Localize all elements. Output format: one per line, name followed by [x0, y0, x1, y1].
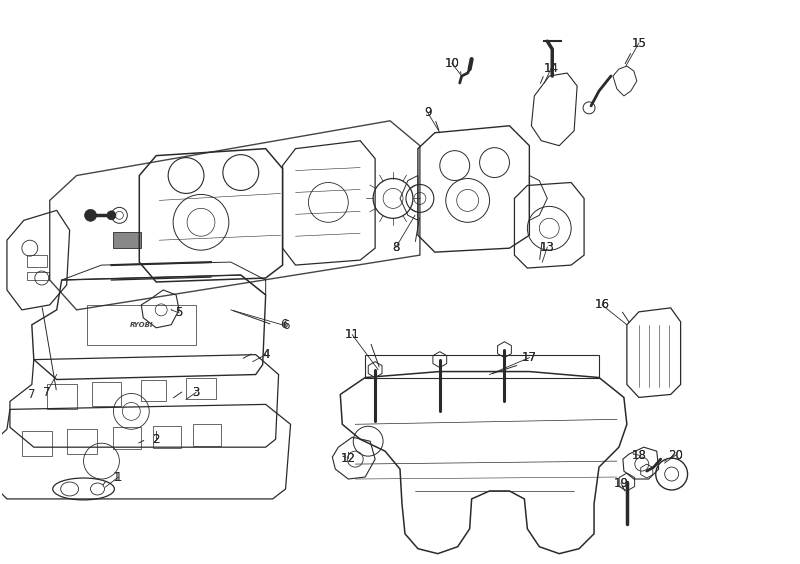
Text: 15: 15 [631, 37, 646, 50]
Bar [154, 426, 181, 448]
Text: 17: 17 [522, 351, 537, 364]
Text: 8: 8 [392, 241, 400, 254]
Text: 3: 3 [192, 386, 200, 399]
Text: 16: 16 [594, 298, 610, 311]
Bar [86, 305, 196, 345]
Text: 1: 1 [114, 470, 122, 483]
Circle shape [85, 209, 97, 221]
Text: 12: 12 [341, 452, 356, 465]
Bar [142, 380, 166, 402]
Text: 20: 20 [668, 448, 683, 462]
Text: 4: 4 [262, 348, 270, 361]
Text: RYOBI: RYOBI [130, 322, 153, 328]
Text: 9: 9 [424, 107, 432, 120]
Text: 13: 13 [540, 241, 554, 254]
Bar [186, 377, 216, 399]
Text: 19: 19 [614, 477, 629, 490]
Bar [27, 272, 49, 280]
Text: 14: 14 [544, 61, 558, 74]
Text: 7: 7 [28, 388, 35, 401]
Text: 14: 14 [544, 61, 558, 74]
Bar [46, 385, 77, 409]
Text: 5: 5 [175, 306, 182, 319]
Text: 1: 1 [113, 470, 120, 483]
Bar [66, 429, 97, 454]
Bar [22, 431, 52, 456]
Circle shape [107, 211, 116, 220]
Bar [27, 255, 46, 267]
Text: 6: 6 [282, 319, 290, 332]
Text: 3: 3 [192, 386, 200, 399]
Text: 5: 5 [175, 306, 182, 319]
Text: 7: 7 [43, 386, 50, 399]
Text: 18: 18 [631, 448, 646, 462]
Text: 6: 6 [280, 318, 287, 331]
Text: 16: 16 [594, 298, 610, 311]
Text: 11: 11 [345, 328, 360, 341]
Text: 8: 8 [392, 241, 400, 254]
Text: 4: 4 [262, 348, 270, 361]
Text: 20: 20 [668, 448, 683, 462]
Bar [193, 424, 221, 446]
Text: 17: 17 [522, 351, 537, 364]
Text: 11: 11 [345, 328, 360, 341]
Text: 12: 12 [341, 452, 356, 465]
Bar [114, 428, 142, 449]
Bar [91, 381, 122, 407]
Text: 9: 9 [424, 107, 432, 120]
Text: 10: 10 [444, 56, 459, 69]
Text: 2: 2 [153, 433, 160, 446]
Text: 18: 18 [631, 448, 646, 462]
Text: 19: 19 [614, 477, 629, 490]
Text: 2: 2 [153, 433, 160, 446]
Text: 13: 13 [540, 241, 554, 254]
Bar [114, 232, 142, 248]
Text: 15: 15 [631, 37, 646, 50]
Text: 10: 10 [444, 56, 459, 69]
